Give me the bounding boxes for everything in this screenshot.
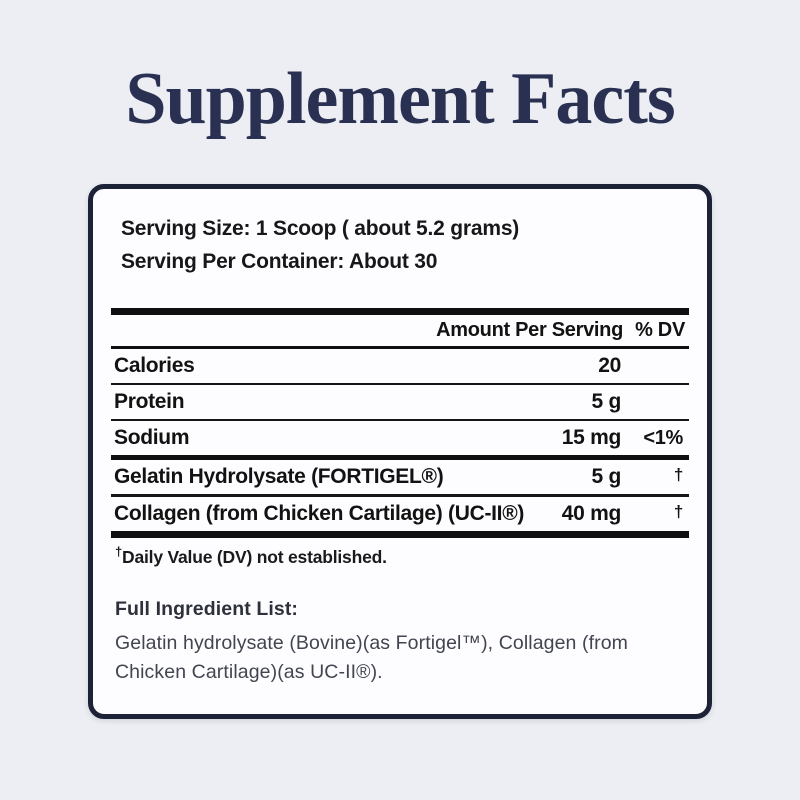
supplement-facts-panel: Serving Size: 1 Scoop ( about 5.2 grams)… — [88, 184, 712, 719]
row-label: Collagen (from Chicken Cartilage) (UC-II… — [114, 502, 525, 526]
row-dv: <1% — [643, 426, 683, 449]
serving-size-text: Serving Size: 1 Scoop ( about 5.2 grams) — [121, 217, 520, 240]
ingredient-list-text: Gelatin hydrolysate (Bovine)(as Fortigel… — [115, 632, 628, 684]
table-row-sodium: Sodium 15 mg <1% — [111, 421, 689, 461]
table-top-bar — [111, 308, 689, 316]
row-dv: † — [621, 498, 689, 531]
page-title: Supplement Facts — [125, 58, 675, 140]
table-row-calories: Calories 20 — [111, 349, 689, 386]
footnote-dagger: † — [115, 544, 123, 560]
row-amount: 5 g — [591, 465, 622, 489]
table-bottom-bar — [111, 531, 689, 539]
header-amount-per-serving: Amount Per Serving — [436, 319, 623, 342]
dagger-symbol: † — [673, 501, 683, 521]
row-dv: † — [621, 461, 689, 494]
full-ingredient-list: Full Ingredient List: Gelatin hydrolysat… — [115, 598, 689, 688]
ingredient-list-heading: Full Ingredient List: — [115, 598, 299, 621]
row-amount: 5 g — [591, 390, 622, 414]
row-dv — [621, 397, 689, 407]
row-amount: 15 mg — [561, 426, 622, 450]
table-row-collagen: Collagen (from Chicken Cartilage) (UC-II… — [111, 497, 689, 531]
row-label: Protein — [114, 390, 185, 414]
row-amount: 20 — [598, 354, 621, 378]
row-dv — [621, 361, 689, 371]
facts-table: Amount Per Serving % DV Calories 20 Prot… — [111, 308, 689, 568]
table-row-gelatin-hydrolysate: Gelatin Hydrolysate (FORTIGEL®) 5 g † — [111, 460, 689, 498]
table-row-protein: Protein 5 g — [111, 385, 689, 422]
header-spacer — [111, 327, 436, 335]
row-label: Gelatin Hydrolysate (FORTIGEL®) — [114, 465, 444, 489]
row-label: Calories — [114, 354, 195, 378]
dagger-symbol: † — [673, 464, 683, 484]
table-header-row: Amount Per Serving % DV — [111, 315, 689, 350]
footnote-text: Daily Value (DV) not established. — [122, 547, 387, 568]
row-amount: 40 mg — [561, 502, 622, 526]
servings-per-container-text: Serving Per Container: About 30 — [121, 249, 438, 273]
row-label: Sodium — [114, 426, 190, 450]
serving-info: Serving Size: 1 Scoop ( about 5.2 grams)… — [121, 213, 689, 278]
header-percent-dv: % DV — [635, 319, 685, 342]
dv-footnote: †Daily Value (DV) not established. — [115, 544, 689, 568]
